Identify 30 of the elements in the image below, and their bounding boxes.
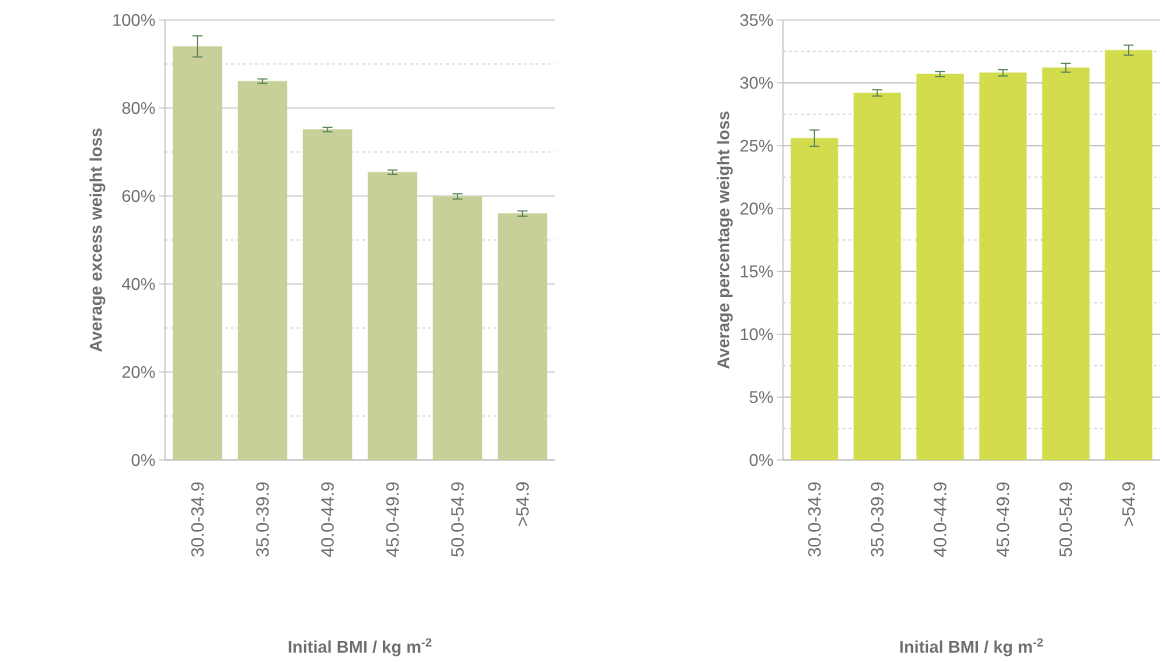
x-tick-label: 50.0-54.9 xyxy=(1059,482,1073,557)
y-axis-title: Average excess weight loss xyxy=(89,128,106,352)
y-tick-label: 35% xyxy=(740,14,773,26)
x-tick-label: 45.0-49.9 xyxy=(996,482,1010,557)
y-tick-label: 100% xyxy=(113,14,155,26)
y-axis-title: Average percentage weight loss xyxy=(716,111,733,369)
y-tick-label: 20% xyxy=(122,366,155,378)
x-axis-title: Initial BMI / kg m$^{-2}$ xyxy=(288,638,432,657)
y-tick-label: 25% xyxy=(740,139,773,152)
y-tick-label: 10% xyxy=(740,328,773,341)
x-tick-label: 30.0-34.9 xyxy=(808,482,821,557)
x-tick-label: 50.0-54.9 xyxy=(451,482,464,557)
x-tick-label: 35.0-39.9 xyxy=(870,482,884,557)
y-tick-label: 0% xyxy=(131,454,155,466)
y-tick-label: 20% xyxy=(740,202,773,215)
x-tick-label: >54.9 xyxy=(1122,482,1135,527)
y-tick-label: 15% xyxy=(740,265,773,278)
x-tick-label: 40.0-44.9 xyxy=(321,482,334,557)
y-tick-label: 60% xyxy=(122,190,155,202)
x-tick-label: >54.9 xyxy=(516,482,529,526)
x-tick-label: 30.0-34.9 xyxy=(191,482,204,557)
x-tick-label: 40.0-44.9 xyxy=(933,482,947,557)
x-tick-label: 45.0-49.9 xyxy=(386,482,399,557)
y-tick-label: 80% xyxy=(122,102,155,114)
y-tick-label: 40% xyxy=(121,278,155,290)
y-tick-label: 0% xyxy=(749,454,773,466)
y-tick-label: 5% xyxy=(749,391,773,404)
y-tick-label: 30% xyxy=(740,76,773,89)
x-axis-title: Initial BMI / kg m$^{-2}$ xyxy=(900,638,1043,657)
x-tick-label: 35.0-39.9 xyxy=(256,482,269,557)
